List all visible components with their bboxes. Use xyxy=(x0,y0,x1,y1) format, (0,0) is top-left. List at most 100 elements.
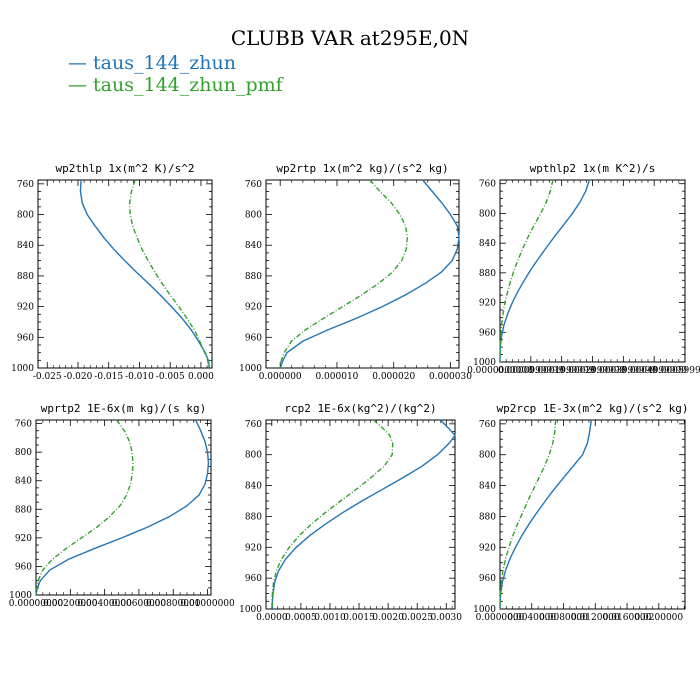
y-tick-label: 840 xyxy=(245,482,262,492)
y-tick-label: 800 xyxy=(479,451,496,461)
series-line-taus-144-zhun xyxy=(499,179,591,363)
legend: — taus_144_zhun — taus_144_zhun_pmf xyxy=(68,52,283,96)
panel-5: rcp2 1E-6x(kg^2)/(kg^2) 760 800 840 880 920 96… xyxy=(239,402,462,623)
legend-line-zhun: — xyxy=(68,52,87,74)
series-line-taus-144-zhun xyxy=(271,419,456,609)
y-tick-label: 920 xyxy=(17,303,34,313)
y-tick-label: 880 xyxy=(479,269,496,279)
y-tick-label: 960 xyxy=(479,574,496,584)
panel-title: wp2thlp 1x(m^2 K)/s^2 xyxy=(55,162,194,175)
series-line-taus-144-zhun-pmf xyxy=(35,419,134,596)
x-tick-label: 0.0005999999 xyxy=(652,366,700,376)
x-tick-label: -0.005 xyxy=(156,372,185,382)
y-tick-label: 800 xyxy=(245,211,262,221)
x-tick-label: 0.0000 xyxy=(256,613,288,623)
legend-item-zhun: — taus_144_zhun xyxy=(68,52,283,74)
y-tick-label: 920 xyxy=(479,543,496,553)
y-tick-label: 760 xyxy=(15,420,32,430)
y-tick-label: 880 xyxy=(245,512,262,522)
legend-label-zhun: taus_144_zhun xyxy=(93,52,236,74)
y-tick-label: 960 xyxy=(17,333,34,343)
y-tick-label: 840 xyxy=(479,482,496,492)
figure-title: CLUBB VAR at295E,0N xyxy=(230,26,470,50)
y-tick-label: 840 xyxy=(17,241,34,251)
panel-title: rcp2 1E-6x(kg^2)/(kg^2) xyxy=(284,402,436,415)
x-tick-label: 0.0200000 xyxy=(634,613,683,623)
series-line-taus-144-zhun xyxy=(35,419,210,596)
y-tick-label: 1000 xyxy=(239,364,262,374)
series-line-taus-144-zhun-pmf xyxy=(128,179,210,369)
x-tick-label: 0.0020 xyxy=(372,613,404,623)
y-tick-label: 920 xyxy=(245,543,262,553)
y-tick-label: 760 xyxy=(245,420,262,430)
y-tick-label: 840 xyxy=(479,239,496,249)
x-tick-label: 0.01000000 xyxy=(180,599,235,609)
plot-frame xyxy=(499,419,686,610)
y-tick-label: 1000 xyxy=(473,358,496,368)
y-tick-label: 960 xyxy=(245,333,262,343)
panel-1: wp2thlp 1x(m^2 K)/s^2 760 800 840 880 920 960 1… xyxy=(11,162,214,382)
x-tick-label: 0.0003999999 xyxy=(590,366,656,376)
x-tick-label: 0.000020 xyxy=(372,372,415,382)
legend-label-zhun-pmf: taus_144_zhun_pmf xyxy=(93,74,283,96)
x-tick-label: 0.0000000000 xyxy=(467,366,533,376)
x-tick-label: 0.00200000 xyxy=(43,599,98,609)
x-tick-label: 0.00600000 xyxy=(112,599,167,609)
series-line-taus-144-zhun xyxy=(279,179,460,369)
y-tick-label: 880 xyxy=(479,512,496,522)
x-tick-label: 0.000010 xyxy=(315,372,358,382)
plot-frame xyxy=(35,419,212,596)
x-tick-label: 0.0025 xyxy=(401,613,433,623)
y-tick-label: 840 xyxy=(245,241,262,251)
panel-title: wpthlp2 1x(m K^2)/s xyxy=(530,162,656,175)
x-tick-label: -0.020 xyxy=(64,372,93,382)
y-tick-label: 880 xyxy=(15,505,32,515)
x-tick-label: 0.0015 xyxy=(343,613,375,623)
series-line-taus-144-zhun-pmf xyxy=(499,419,557,610)
y-tick-label: 800 xyxy=(17,211,34,221)
x-tick-label: 0.0030 xyxy=(431,613,463,623)
x-tick-label: -0.015 xyxy=(94,372,123,382)
panel-6: wp2rcp 1E-3x(m^2 kg)/(s^2 kg)760 800 840 88… xyxy=(473,402,688,623)
series-line-taus-144-zhun xyxy=(499,419,593,610)
legend-item-zhun-pmf: — taus_144_zhun_pmf xyxy=(68,74,283,96)
y-tick-label: 760 xyxy=(17,180,34,190)
panel-3: wpthlp2 1x(m K^2)/s 760 800 840 880 920 960 100… xyxy=(467,162,700,376)
plot-frame xyxy=(37,179,213,369)
x-tick-label: 0.0005 xyxy=(285,613,317,623)
y-tick-label: 880 xyxy=(245,272,262,282)
y-tick-label: 800 xyxy=(245,451,262,461)
y-tick-label: 760 xyxy=(479,180,496,190)
x-tick-label: 0.000000 xyxy=(259,372,302,382)
y-tick-label: 760 xyxy=(245,180,262,190)
plot-frame xyxy=(265,179,460,369)
y-tick-label: 1000 xyxy=(239,605,262,615)
x-tick-label: 0.0000999999 xyxy=(498,366,564,376)
x-tick-label: -0.025 xyxy=(33,372,62,382)
panel-title: wprtp2 1E-6x(m kg)/(s kg) xyxy=(41,402,207,415)
y-tick-label: 960 xyxy=(479,328,496,338)
x-tick-label: 0.0001999999 xyxy=(529,366,595,376)
x-tick-label: -0.010 xyxy=(125,372,154,382)
x-tick-label: 0.0000000 xyxy=(476,613,525,623)
x-tick-label: 0.0040000 xyxy=(507,613,556,623)
y-tick-label: 1000 xyxy=(9,591,32,601)
series-line-taus-144-zhun xyxy=(79,179,211,369)
x-tick-label: 0.000030 xyxy=(429,372,472,382)
x-tick-label: 0.0080000 xyxy=(539,613,588,623)
x-tick-label: 0.0160000 xyxy=(603,613,652,623)
x-tick-label: 0.0004999999 xyxy=(621,366,687,376)
x-tick-label: 0.0010 xyxy=(314,613,346,623)
x-tick-label: 0.0002999999 xyxy=(560,366,626,376)
x-tick-label: 0.00800000 xyxy=(146,599,201,609)
plot-frame xyxy=(499,179,686,363)
y-tick-label: 1000 xyxy=(11,364,34,374)
series-line-taus-144-zhun-pmf xyxy=(271,419,394,609)
y-tick-label: 920 xyxy=(479,299,496,309)
y-tick-label: 920 xyxy=(245,303,262,313)
plot-frame xyxy=(265,419,456,610)
x-tick-label: 0.00400000 xyxy=(77,599,132,609)
panel-4: wprtp2 1E-6x(m kg)/(s kg) 760 800 840 880 920… xyxy=(9,402,235,609)
x-tick-label: 0.0120000 xyxy=(571,613,620,623)
